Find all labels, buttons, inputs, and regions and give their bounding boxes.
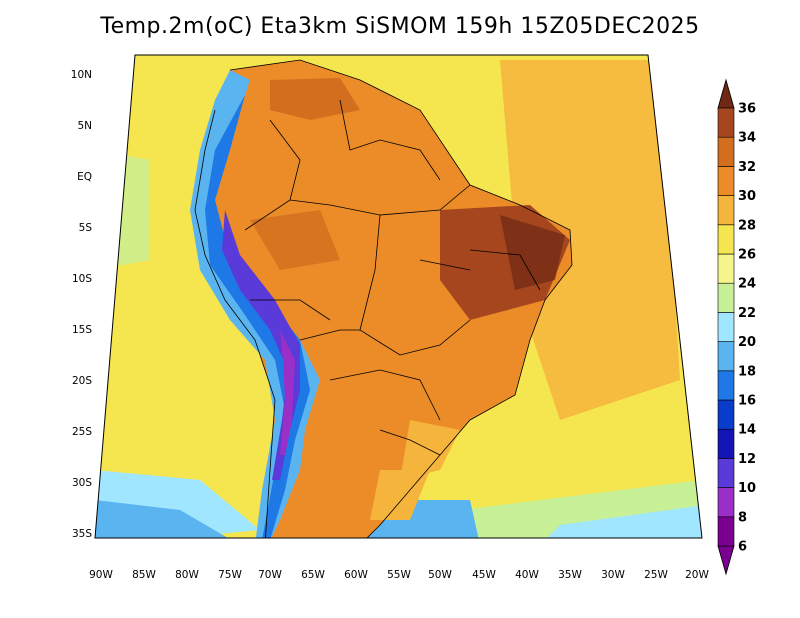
- lon-label: 20W: [685, 569, 709, 581]
- latitude-axis: 10N 5N EQ 5S 10S 15S 20S 25S 30S 35S: [71, 69, 93, 540]
- longitude-axis: 90W 85W 80W 75W 70W 65W 60W 55W 50W 45W …: [89, 569, 709, 581]
- lon-label: 90W: [89, 569, 113, 581]
- lat-label: 35S: [72, 528, 92, 540]
- colorbar-segment: [717, 224, 735, 255]
- colorbar-label: 10: [738, 481, 756, 496]
- lon-label: 30W: [601, 569, 625, 581]
- colorbar-segment: [717, 312, 735, 342]
- colorbar-segment: [717, 107, 735, 138]
- lat-label: EQ: [77, 171, 92, 183]
- lat-label: 5S: [79, 222, 93, 234]
- colorbar-segment: [717, 487, 735, 518]
- colorbar-label: 34: [738, 131, 756, 146]
- colorbar-label: 8: [738, 510, 747, 525]
- lat-label: 5N: [77, 120, 92, 132]
- lon-label: 50W: [428, 569, 452, 581]
- colorbar-label: 12: [738, 452, 756, 467]
- lon-label: 55W: [387, 569, 411, 581]
- colorbar-label: 14: [738, 423, 756, 438]
- colorbar-segment: [717, 458, 735, 488]
- lat-label: 15S: [72, 324, 92, 336]
- colorbar-segment: [717, 195, 735, 226]
- colorbar: 6 8 10 12 14 16 18 20 22 24 26 28 30 32 34 36: [717, 78, 756, 576]
- lat-label: 10S: [72, 273, 92, 285]
- colorbar-label: 26: [738, 248, 756, 263]
- colorbar-label: 32: [738, 160, 756, 175]
- lon-label: 65W: [301, 569, 325, 581]
- temperature-field: [95, 55, 702, 538]
- colorbar-segment: [717, 399, 735, 430]
- lon-label: 70W: [258, 569, 282, 581]
- colorbar-segment: [717, 253, 735, 284]
- lon-label: 40W: [515, 569, 539, 581]
- lon-label: 80W: [175, 569, 199, 581]
- lat-label: 25S: [72, 426, 92, 438]
- lat-label: 30S: [72, 477, 92, 489]
- lon-label: 85W: [132, 569, 156, 581]
- lon-label: 60W: [344, 569, 368, 581]
- lat-label: 10N: [71, 69, 92, 81]
- colorbar-segment: [717, 516, 735, 547]
- colorbar-segment: [717, 166, 735, 196]
- colorbar-segment: [717, 428, 735, 459]
- lon-label: 75W: [218, 569, 242, 581]
- colorbar-segment: [717, 282, 735, 313]
- map-frame: [94, 54, 703, 539]
- colorbar-arrow-top: [717, 78, 735, 109]
- map-title: Temp.2m(oC) Eta3km SiSMOM 159h 15Z05DEC2…: [100, 14, 700, 39]
- colorbar-label: 28: [738, 218, 756, 233]
- colorbar-segment: [717, 136, 735, 167]
- country-borders: [194, 59, 573, 538]
- lat-label: 20S: [72, 375, 92, 387]
- colorbar-label: 24: [738, 277, 756, 292]
- colorbar-label: 36: [738, 102, 756, 117]
- lon-label: 25W: [644, 569, 668, 581]
- colorbar-label: 16: [738, 394, 756, 409]
- lon-label: 45W: [472, 569, 496, 581]
- colorbar-label: 30: [738, 189, 756, 204]
- colorbar-arrow-bottom: [717, 545, 735, 576]
- colorbar-label: 22: [738, 306, 756, 321]
- colorbar-segment: [717, 341, 735, 372]
- colorbar-label: 6: [738, 540, 747, 555]
- colorbar-label: 18: [738, 364, 756, 379]
- colorbar-segment: [717, 370, 735, 401]
- lon-label: 35W: [558, 569, 582, 581]
- colorbar-label: 20: [738, 335, 756, 350]
